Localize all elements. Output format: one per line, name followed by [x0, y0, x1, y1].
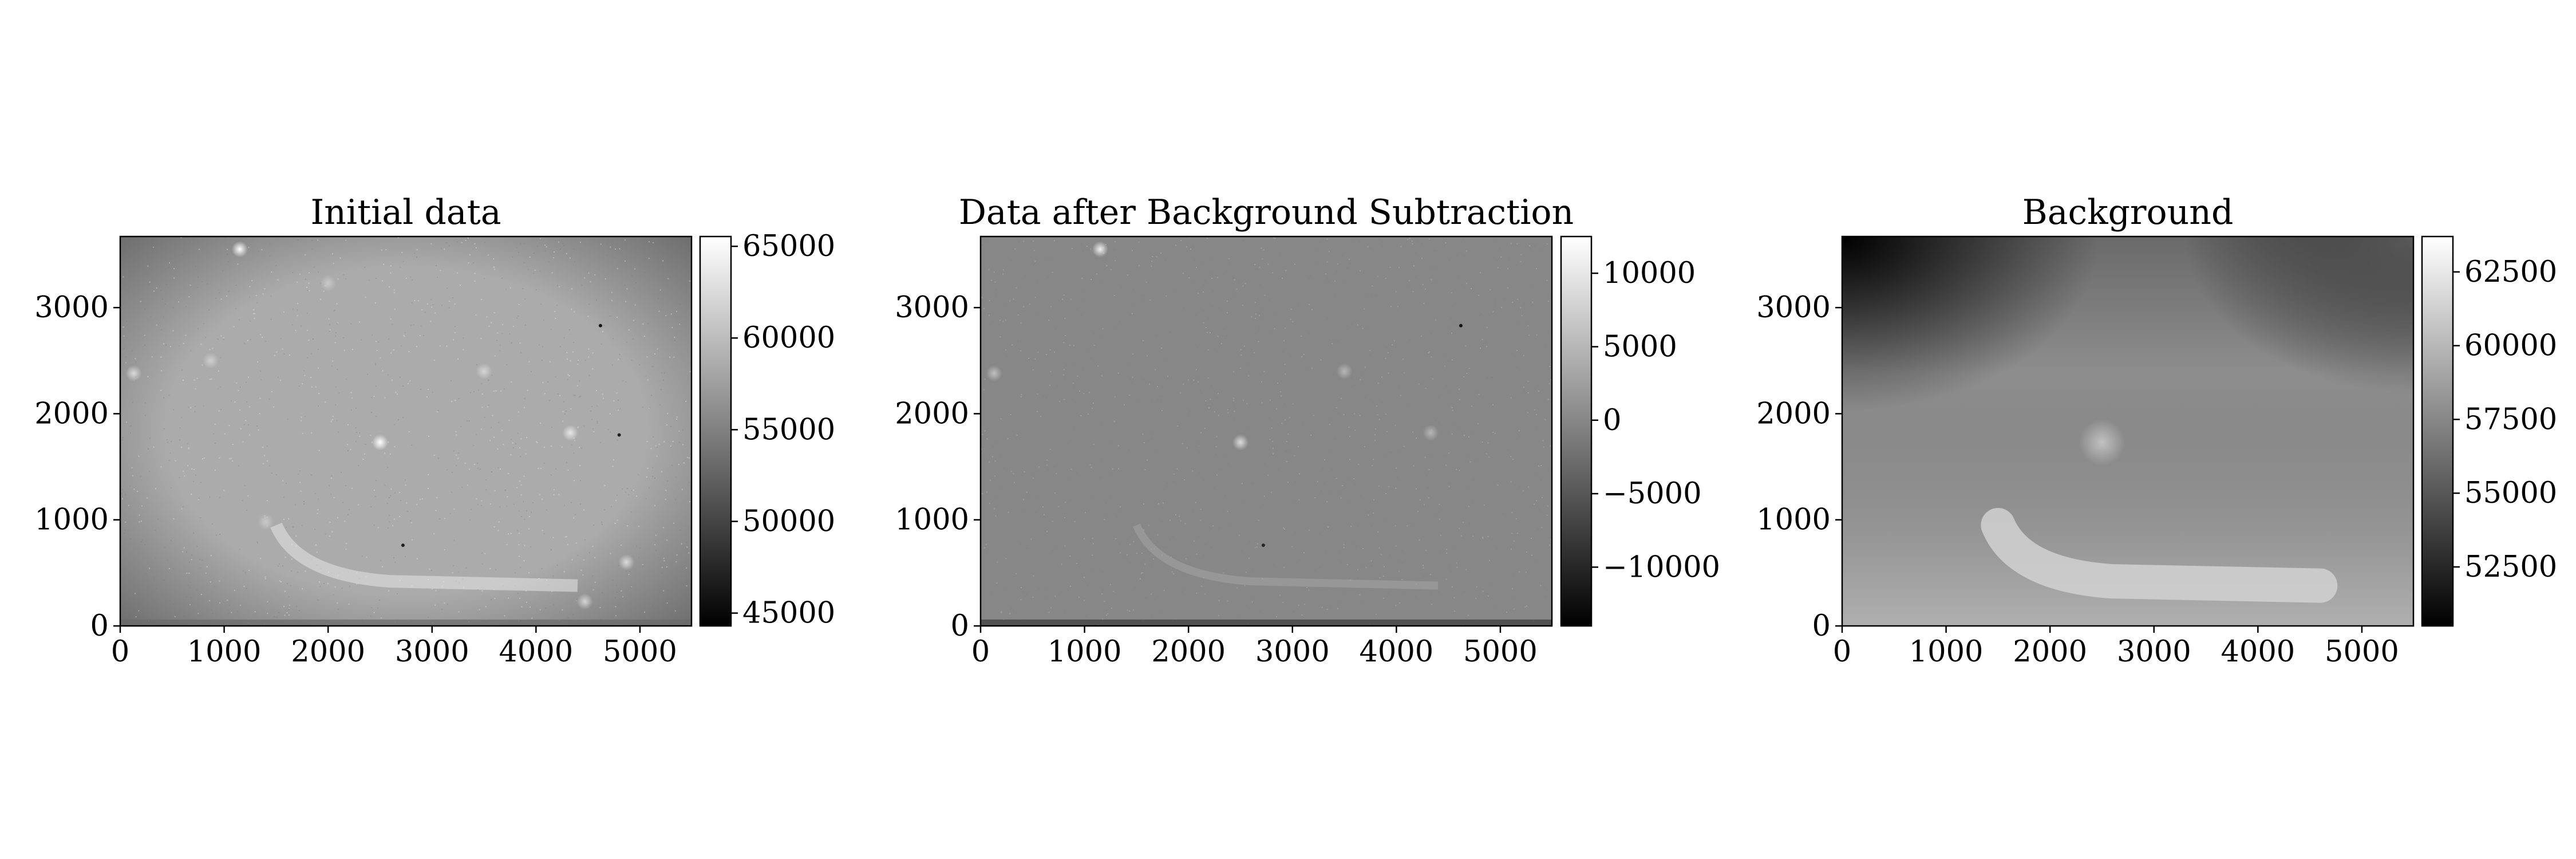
star-point [1336, 363, 1353, 380]
star-point [258, 514, 274, 530]
colorbar-tick-label: 60000 [2464, 329, 2557, 363]
y-tick-label: 3000 [1756, 291, 1831, 325]
image-3 [1842, 237, 2413, 626]
x-tick-label: 2000 [291, 635, 365, 669]
axes-frame [979, 235, 1553, 627]
colorbar-tick-label: 62500 [2464, 255, 2557, 289]
image-band [270, 522, 578, 592]
y-tick-label: 1000 [1756, 503, 1831, 537]
x-tick-label: 0 [1833, 635, 1851, 669]
colorbar-tick-label: 0 [1603, 404, 1621, 438]
star-point [1423, 424, 1439, 441]
axes-frame [119, 235, 693, 627]
x-tick-label: 2000 [2013, 635, 2087, 669]
star-point [986, 365, 1002, 382]
colorbar-tick-label: 65000 [742, 230, 835, 263]
x-tick-label: 1000 [187, 635, 262, 669]
colorbar [1560, 235, 1593, 627]
colorbar-tick-label: 50000 [742, 505, 835, 538]
colorbar-tick-label: −10000 [1603, 550, 1720, 584]
dark-spot [1261, 543, 1265, 547]
colorbar-tick-label: 52500 [2464, 550, 2557, 584]
dark-spot [401, 543, 405, 547]
image-right-corner [1842, 237, 2413, 626]
x-tick-label: 3000 [395, 635, 469, 669]
star-point [320, 275, 337, 291]
image-band [1981, 507, 2338, 603]
colorbar-tick-label: −5000 [1603, 477, 1702, 511]
star-point [562, 424, 579, 441]
star-point [476, 363, 492, 380]
x-tick-label: 0 [971, 635, 990, 669]
image-1 [120, 237, 692, 626]
image-noise [120, 237, 692, 626]
colorbar [2421, 235, 2454, 627]
dark-spot [598, 324, 602, 328]
axes-frame [1841, 235, 2415, 627]
x-tick-label: 5000 [603, 635, 677, 669]
x-tick-label: 4000 [2221, 635, 2295, 669]
image-bottom-strip [120, 619, 692, 626]
colorbar-tick-label: 55000 [742, 413, 835, 447]
y-tick-label: 1000 [34, 503, 109, 537]
star-point [1232, 434, 1249, 451]
x-tick-label: 5000 [1463, 635, 1538, 669]
x-tick-label: 3000 [1255, 635, 1330, 669]
panel-title: Background [2022, 192, 2234, 233]
image-background-field [981, 237, 1552, 626]
star-point [202, 352, 219, 369]
star-point [618, 554, 635, 570]
y-tick-label: 3000 [895, 291, 969, 325]
panel-title: Data after Background Subtraction [959, 192, 1574, 233]
x-tick-label: 5000 [2325, 635, 2399, 669]
image-vignette [120, 237, 692, 626]
star-point [231, 241, 248, 258]
star-point [372, 434, 388, 451]
image-2 [981, 237, 1552, 626]
x-tick-label: 3000 [2117, 635, 2191, 669]
image-band [1132, 523, 1439, 590]
y-tick-label: 3000 [34, 291, 109, 325]
colorbar-tick-label: 60000 [742, 321, 835, 355]
star-point [1092, 241, 1108, 258]
colorbar-tick-label: 55000 [2464, 476, 2557, 510]
colorbar-tick-label: 10000 [1603, 257, 1696, 290]
colorbar-tick-label: 5000 [1603, 330, 1677, 364]
colorbar [699, 235, 732, 627]
panel-title: Initial data [311, 192, 501, 233]
y-tick-label: 0 [90, 609, 109, 643]
x-tick-label: 1000 [1048, 635, 1122, 669]
star-point [576, 593, 593, 610]
colorbar-tick-label: 45000 [742, 597, 835, 631]
x-tick-label: 1000 [1909, 635, 1984, 669]
colorbar-tick-label: 57500 [2464, 403, 2557, 436]
x-tick-label: 2000 [1151, 635, 1226, 669]
y-tick-label: 2000 [1756, 397, 1831, 431]
x-tick-label: 4000 [1359, 635, 1433, 669]
y-tick-label: 1000 [895, 503, 969, 537]
star-point [125, 365, 142, 382]
y-tick-label: 0 [951, 609, 969, 643]
y-tick-label: 2000 [34, 397, 109, 431]
dark-spot [617, 433, 621, 437]
x-tick-label: 4000 [499, 635, 573, 669]
image-bright-blob [2079, 419, 2125, 466]
image-bottom-strip [981, 619, 1552, 626]
y-tick-label: 2000 [895, 397, 969, 431]
dark-spot [1459, 324, 1463, 328]
y-tick-label: 0 [1812, 609, 1831, 643]
x-tick-label: 0 [111, 635, 129, 669]
